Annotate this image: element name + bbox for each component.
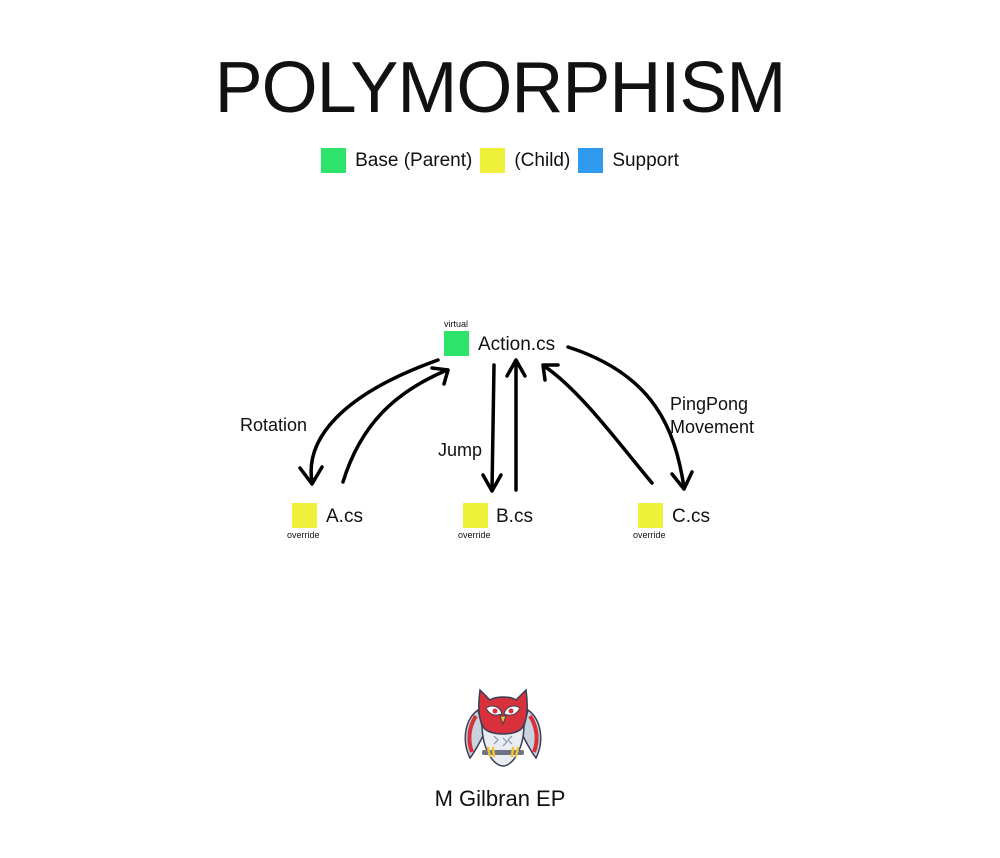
owl-mascot-icon bbox=[464, 688, 542, 767]
a-node-label: A.cs bbox=[326, 506, 363, 527]
legend-item-base: Base (Parent) bbox=[321, 148, 472, 173]
edge-label-jump: Jump bbox=[438, 440, 483, 460]
b-modifier: override bbox=[458, 530, 491, 540]
arrowhead-a bbox=[298, 465, 324, 486]
legend: Base (Parent) (Child) Support bbox=[0, 148, 1000, 173]
c-node-box bbox=[638, 503, 663, 528]
arrow-c-to-action bbox=[542, 364, 654, 485]
arrow-action-to-a bbox=[309, 358, 440, 484]
arrowhead-action-from-c bbox=[541, 363, 560, 382]
legend-swatch-base bbox=[321, 148, 347, 173]
legend-swatch-support bbox=[578, 148, 604, 173]
page-title: POLYMORPHISM bbox=[214, 48, 787, 128]
edge-label-pingpong: PingPong Movement bbox=[670, 393, 754, 439]
arrowhead-action-from-b bbox=[505, 358, 527, 378]
action-node-box bbox=[444, 331, 469, 356]
b-node-label: B.cs bbox=[496, 506, 533, 527]
b-node-box bbox=[463, 503, 488, 528]
c-modifier: override bbox=[633, 530, 666, 540]
author-name: M Gilbran EP bbox=[434, 786, 566, 811]
arrow-action-to-b bbox=[490, 363, 496, 492]
a-modifier: override bbox=[287, 530, 320, 540]
action-modifier: virtual bbox=[444, 319, 469, 329]
legend-label-support: Support bbox=[612, 149, 679, 171]
arrow-a-to-action bbox=[341, 368, 449, 484]
edge-label-pingpong-line1: PingPong bbox=[670, 394, 749, 414]
action-node-label: Action.cs bbox=[478, 334, 556, 355]
arrowhead-c bbox=[670, 470, 694, 491]
legend-item-support: Support bbox=[578, 148, 679, 173]
arrowhead-b bbox=[481, 473, 503, 493]
c-node-label: C.cs bbox=[672, 506, 710, 527]
legend-label-child: (Child) bbox=[514, 149, 571, 171]
legend-item-child: (Child) bbox=[480, 148, 570, 173]
edge-label-pingpong-line2: Movement bbox=[670, 417, 755, 437]
edge-label-rotation: Rotation bbox=[240, 415, 308, 435]
arrowhead-action-from-a bbox=[430, 366, 450, 386]
legend-swatch-child bbox=[480, 148, 506, 173]
legend-label-base: Base (Parent) bbox=[355, 149, 473, 171]
a-node-box bbox=[292, 503, 317, 528]
arrow-action-to-c bbox=[566, 345, 686, 489]
